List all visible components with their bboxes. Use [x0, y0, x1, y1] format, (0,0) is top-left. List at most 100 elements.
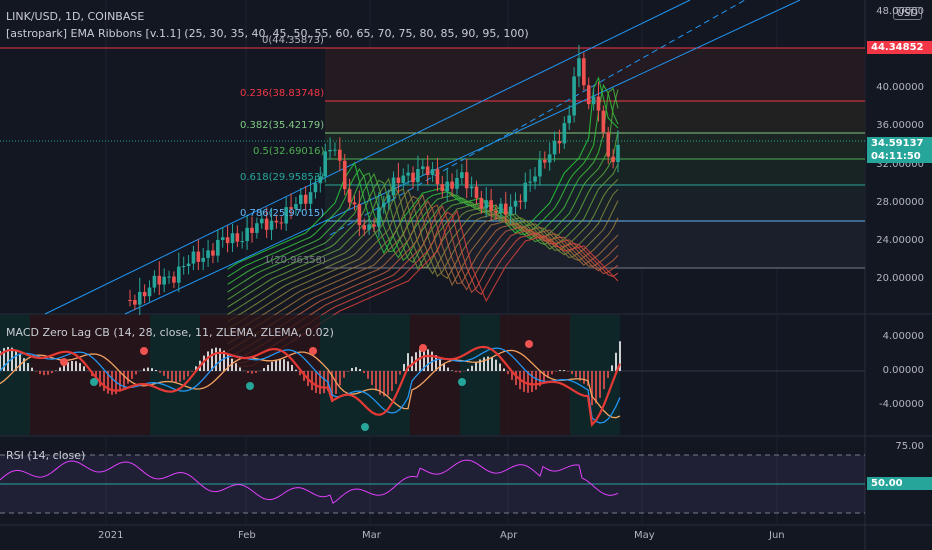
macd-histogram-bar [311, 371, 313, 391]
macd-histogram-bar [147, 367, 149, 371]
fib-zone [325, 185, 865, 221]
macd-zone [460, 315, 500, 435]
candle-body [562, 123, 567, 144]
macd-histogram-bar [131, 371, 133, 379]
candle-body [245, 227, 249, 242]
macd-histogram-bar [271, 361, 273, 371]
macd-histogram-bar [163, 371, 165, 376]
macd-histogram-bar [51, 371, 53, 374]
candle-body [167, 276, 171, 278]
macd-histogram-bar [127, 371, 129, 384]
rsi-legend[interactable]: RSI (14, close) [6, 449, 86, 462]
candle-body [518, 200, 523, 202]
candle-body [479, 198, 484, 209]
time-axis-label: 2021 [98, 530, 124, 541]
macd-histogram-bar [591, 371, 593, 406]
candle-body [533, 176, 537, 182]
fib-level-label: 0.786(25.97015) [240, 208, 325, 219]
macd-histogram-bar [75, 361, 77, 371]
rsi-axis-tick: 75.00 [895, 441, 924, 452]
macd-axis-tick: 0.00000 [882, 365, 924, 376]
macd-histogram-bar [587, 371, 589, 386]
macd-histogram-bar [67, 362, 69, 371]
candle-body [220, 237, 225, 240]
candle-body [484, 200, 489, 209]
macd-histogram-bar [135, 371, 137, 375]
candle-body [152, 275, 157, 288]
macd-histogram-bar [331, 371, 333, 403]
candle-body [362, 225, 367, 230]
macd-line [0, 347, 621, 424]
candle-body [401, 175, 406, 183]
candle-body [157, 275, 162, 285]
candle-body [508, 206, 513, 215]
macd-histogram-bar [375, 371, 377, 391]
fib-level-label: 0.5(32.69016) [253, 146, 325, 157]
macd-histogram-bar [567, 371, 569, 372]
fib-level-label: 0.382(35.42179) [240, 120, 325, 131]
candle-body [367, 224, 371, 230]
macd-histogram-bar [403, 363, 405, 371]
macd-histogram-bar [151, 368, 153, 371]
macd-histogram-bar [191, 371, 193, 372]
candle-body [450, 181, 454, 189]
candle-body [357, 204, 362, 226]
candle-body [435, 169, 440, 185]
candle-body [503, 203, 508, 215]
macd-histogram-bar [419, 349, 421, 371]
macd-histogram-bar [535, 371, 537, 390]
macd-histogram-bar [367, 371, 369, 379]
macd-signal-dot [309, 347, 317, 355]
candle-body [386, 195, 391, 203]
time-axis-label: Mar [362, 530, 381, 541]
macd-histogram-bar [607, 371, 609, 378]
macd-histogram-bar [23, 358, 25, 371]
ema-ribbons-legend[interactable]: [astropark] EMA Ribbons [v.1.1] (25, 30,… [6, 27, 529, 40]
macd-legend[interactable]: MACD Zero Lag CB (14, 28, close, 11, ZLE… [6, 326, 334, 339]
candle-body [372, 224, 376, 227]
macd-zone [30, 315, 150, 435]
candle-body [596, 96, 601, 111]
candle-body [294, 204, 298, 209]
candle-body [333, 149, 337, 151]
macd-axis-tick: 4.00000 [882, 331, 924, 342]
macd-histogram-bar [351, 368, 353, 371]
macd-histogram-bar [171, 371, 173, 382]
candle-body [235, 233, 240, 242]
macd-histogram-bar [475, 362, 477, 371]
candle-body [377, 207, 381, 227]
candle-body [411, 172, 415, 183]
macd-histogram-bar [31, 367, 33, 371]
candle-body [186, 263, 191, 267]
candle-body [572, 76, 576, 116]
candle-body [191, 251, 196, 264]
currency-button[interactable]: USD [892, 7, 922, 20]
macd-histogram-bar [251, 371, 253, 374]
macd-histogram-bar [63, 364, 65, 371]
candle-body [421, 166, 425, 170]
candle-body [591, 96, 596, 105]
candle-body [133, 300, 137, 305]
candle-body [445, 181, 449, 192]
rsi-line [0, 459, 619, 504]
candle-body [225, 237, 230, 244]
time-axis-label: Apr [500, 530, 518, 541]
macd-histogram-bar [155, 369, 157, 371]
macd-histogram-bar [0, 350, 1, 371]
candle-body [538, 159, 542, 177]
macd-histogram-bar [27, 363, 29, 371]
macd-histogram-bar [235, 363, 237, 371]
candle-body [299, 194, 303, 205]
macd-signal-dot [140, 347, 148, 355]
macd-histogram-bar [323, 371, 325, 394]
candle-body [601, 110, 606, 133]
macd-zone [410, 315, 460, 435]
macd-histogram-bar [507, 371, 509, 375]
macd-histogram-bar [575, 371, 577, 378]
candle-body [567, 115, 571, 124]
candle-body [557, 141, 562, 144]
macd-histogram-bar [487, 356, 489, 371]
candle-body [425, 166, 430, 176]
macd-histogram-bar [527, 371, 529, 393]
